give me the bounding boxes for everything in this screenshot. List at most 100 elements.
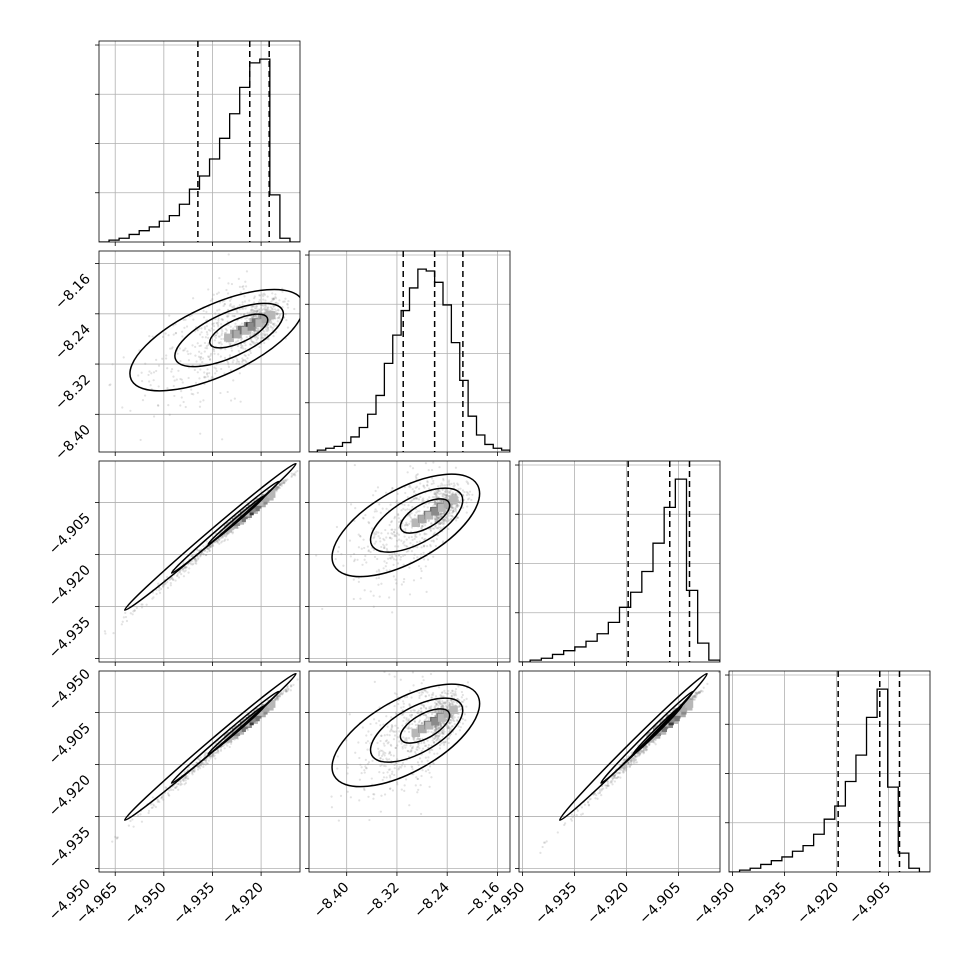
sample-point	[229, 369, 232, 372]
sample-point	[416, 777, 419, 781]
sample-point	[390, 716, 393, 719]
sample-point	[643, 746, 646, 750]
sample-point	[199, 763, 203, 766]
sample-point	[403, 744, 406, 747]
sample-point	[202, 545, 205, 548]
sample-point	[250, 315, 253, 318]
sample-point	[434, 518, 437, 522]
sample-point	[229, 303, 232, 306]
sample-point	[244, 344, 247, 347]
contour-level-3	[331, 683, 481, 788]
sample-point	[442, 518, 445, 522]
sample-point	[455, 503, 459, 507]
sample-point	[209, 754, 212, 757]
sample-point	[434, 518, 437, 521]
sample-point	[294, 474, 297, 477]
sample-point	[410, 749, 413, 753]
sample-point	[415, 496, 418, 500]
sample-point	[384, 751, 387, 755]
sample-point	[455, 505, 458, 508]
sample-point	[207, 343, 210, 347]
sample-point	[179, 377, 182, 381]
sample-point	[403, 535, 406, 538]
sample-point	[413, 720, 417, 723]
sample-point	[293, 307, 296, 311]
sample-point	[431, 711, 434, 714]
sample-point	[191, 770, 194, 773]
sample-point	[449, 514, 452, 517]
sample-point	[184, 781, 188, 785]
sample-point	[199, 764, 203, 767]
sample-point	[388, 750, 391, 753]
sample-point	[451, 703, 455, 706]
sample-point	[449, 508, 453, 512]
sample-point	[122, 356, 125, 359]
sample-point	[433, 706, 436, 709]
sample-point	[182, 318, 185, 321]
density-cell	[412, 518, 421, 527]
sample-point	[225, 329, 228, 332]
sample-point	[450, 725, 453, 728]
sample-point	[273, 308, 277, 311]
sample-point	[385, 757, 388, 760]
sample-point	[180, 783, 183, 786]
sample-point	[376, 557, 379, 561]
sample-point	[277, 486, 280, 489]
sample-point	[265, 328, 268, 331]
sample-point	[162, 335, 165, 338]
sample-point	[451, 715, 455, 718]
sample-point	[280, 483, 283, 486]
sample-point	[255, 307, 258, 310]
sample-point	[221, 300, 224, 303]
sample-point	[369, 590, 372, 593]
sample-point	[442, 721, 445, 724]
sample-point	[358, 778, 362, 781]
sample-point	[634, 756, 637, 759]
sample-point	[194, 561, 197, 564]
sample-point	[445, 718, 448, 721]
sample-point	[406, 727, 410, 730]
sample-point	[223, 534, 226, 537]
sample-point	[182, 575, 186, 578]
sample-point	[243, 521, 247, 524]
sample-point	[267, 306, 270, 309]
x-tick-label: −4.920	[219, 880, 267, 928]
sample-point	[433, 492, 436, 495]
sample-point	[256, 329, 259, 332]
panel-0-0	[95, 40, 301, 246]
sample-point	[397, 768, 400, 771]
sample-point	[240, 346, 243, 349]
sample-point	[420, 682, 423, 685]
sample-point	[389, 768, 392, 771]
sample-point	[383, 744, 386, 747]
sample-point	[120, 623, 123, 626]
sample-point	[171, 577, 174, 580]
sample-point	[410, 696, 413, 699]
sample-point	[275, 486, 278, 489]
panel-frame	[308, 250, 511, 453]
sample-point	[447, 699, 450, 702]
sample-point	[451, 493, 455, 496]
sample-point	[384, 740, 388, 743]
sample-point	[216, 322, 219, 325]
sample-point	[408, 804, 411, 807]
sample-point	[233, 397, 236, 400]
sample-point	[439, 710, 442, 713]
sample-point	[392, 558, 396, 561]
sample-point	[456, 516, 459, 519]
sample-point	[197, 557, 200, 560]
sample-point	[442, 518, 446, 521]
sample-point	[209, 545, 212, 549]
sample-point	[207, 288, 210, 291]
sample-point	[390, 528, 393, 531]
sample-point	[459, 726, 462, 729]
sample-point	[450, 699, 453, 702]
sample-point	[437, 516, 440, 519]
sample-point	[438, 709, 441, 712]
sample-point	[452, 516, 455, 519]
sample-point	[267, 329, 270, 332]
sample-point	[397, 533, 401, 536]
sample-point	[166, 367, 169, 370]
sample-point	[205, 553, 208, 557]
sample-point	[244, 354, 247, 358]
